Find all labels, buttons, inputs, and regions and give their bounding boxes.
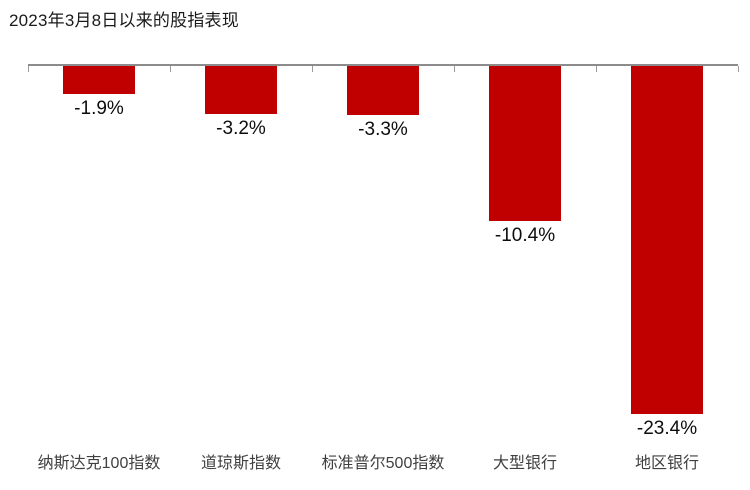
category-label: 纳斯达克100指数 — [37, 455, 161, 472]
chart-title: 2023年3月8日以来的股指表现 — [9, 11, 239, 30]
bar-value-label: -23.4% — [636, 418, 698, 439]
axis-tick — [738, 66, 739, 72]
bar-value-label: -1.9% — [74, 98, 124, 119]
axis-tick — [170, 66, 171, 72]
category-label: 道琼斯指数 — [200, 455, 281, 472]
axis-tick — [312, 66, 313, 72]
bar-value-label: -3.2% — [216, 118, 266, 139]
x-axis-line — [28, 64, 738, 66]
axis-tick — [454, 66, 455, 72]
bar-2 — [347, 66, 419, 115]
category-label: 大型银行 — [492, 455, 557, 472]
category-label: 地区银行 — [634, 455, 699, 472]
bar-value-label: -3.3% — [358, 119, 408, 140]
axis-tick — [28, 66, 29, 72]
bar-4 — [631, 66, 703, 414]
bar-0 — [63, 66, 135, 94]
bar-value-label: -10.4% — [494, 225, 556, 246]
axis-tick — [596, 66, 597, 72]
bar-3 — [489, 66, 561, 221]
bar-1 — [205, 66, 277, 114]
category-label: 标准普尔500指数 — [321, 455, 445, 472]
